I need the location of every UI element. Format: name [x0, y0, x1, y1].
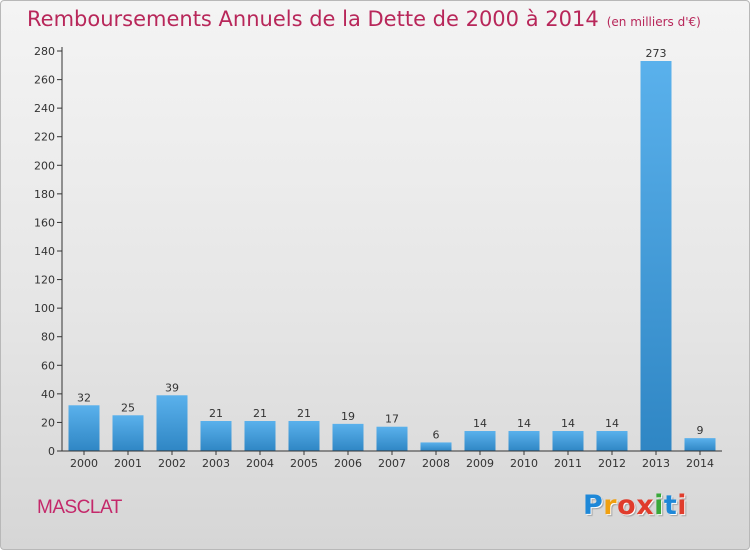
- bar-value-label: 14: [517, 417, 531, 430]
- axes: [61, 47, 722, 452]
- chart-title-text: Remboursements Annuels de la Dette de 20…: [27, 7, 599, 31]
- bar-2011: [552, 431, 584, 451]
- logo-letter: r: [603, 490, 618, 521]
- logo-letter: x: [636, 490, 655, 521]
- x-tick-label: 2008: [422, 457, 450, 470]
- y-tick-label: 20: [41, 416, 55, 429]
- bar-2002: [156, 395, 188, 451]
- y-tick-label: 40: [41, 388, 55, 401]
- bar-value-label: 25: [121, 401, 135, 414]
- y-axis-ticks: 0 20 40 60 80 100 120 140 160 180 200 220 240 260 280: [34, 45, 62, 458]
- chart-title: Remboursements Annuels de la Dette de 20…: [27, 7, 701, 31]
- bar-2001: [112, 415, 144, 451]
- proxiti-logo: Proxiti: [583, 490, 687, 521]
- y-tick-label: 180: [34, 188, 55, 201]
- y-tick-label: 160: [34, 216, 55, 229]
- x-tick-label: 2006: [334, 457, 362, 470]
- logo-letter: o: [617, 490, 637, 521]
- bar-2012: [596, 431, 628, 451]
- x-tick-label: 2007: [378, 457, 406, 470]
- bar-value-label: 21: [253, 407, 267, 420]
- bar-value-label: 17: [385, 413, 399, 426]
- bar-2010: [508, 431, 540, 451]
- logo-letter: t: [663, 490, 678, 521]
- logo-letter: i: [654, 490, 664, 521]
- bar-2004: [244, 421, 276, 451]
- y-tick-label: 200: [34, 159, 55, 172]
- bar-value-label: 14: [473, 417, 487, 430]
- x-tick-label: 2010: [510, 457, 538, 470]
- bar-value-label: 9: [697, 424, 704, 437]
- x-tick-label: 2011: [554, 457, 582, 470]
- bar-2014: [684, 438, 716, 451]
- bar-chart: 020406080100120140160180200220240260280 …: [34, 45, 722, 470]
- x-tick-label: 2002: [158, 457, 186, 470]
- y-tick-label: 60: [41, 359, 55, 372]
- x-tick-label: 2001: [114, 457, 142, 470]
- bar-2005: [288, 421, 320, 451]
- y-tick-label: 120: [34, 274, 55, 287]
- commune-name: MASCLAT: [37, 497, 122, 518]
- x-tick-label: 2004: [246, 457, 274, 470]
- bar-2003: [200, 421, 232, 451]
- y-tick-label: 260: [34, 74, 55, 87]
- bar-value-label: 6: [433, 428, 440, 441]
- bar-2000: [68, 405, 100, 451]
- logo-letter: i: [677, 490, 688, 521]
- y-tick-label: 240: [34, 102, 55, 115]
- x-tick-label: 2005: [290, 457, 318, 470]
- bar-value-label: 14: [561, 417, 575, 430]
- bar-value-label: 21: [297, 407, 311, 420]
- y-tick-label: 80: [41, 331, 55, 344]
- y-tick-label: 0: [48, 445, 55, 458]
- bar-value-label: 273: [646, 47, 667, 60]
- x-tick-label: 2009: [466, 457, 494, 470]
- y-tick-label: 280: [34, 45, 55, 58]
- y-tick-label: 100: [34, 302, 55, 315]
- x-axis-labels: 2000 2001 2002 2003 2004 2005 2006 2007 2008 2009…: [70, 451, 714, 470]
- chart-unit-label: (en milliers d'€): [606, 15, 701, 29]
- x-tick-label: 2014: [686, 457, 714, 470]
- x-tick-label: 2013: [642, 457, 670, 470]
- logo-letter: P: [583, 490, 604, 521]
- x-tick-label: 2003: [202, 457, 230, 470]
- bar-value-label: 32: [77, 391, 91, 404]
- bar-2013: [640, 61, 672, 451]
- bar-value-label: 39: [165, 381, 179, 394]
- bar-value-label: 19: [341, 410, 355, 423]
- x-tick-label: 2012: [598, 457, 626, 470]
- bars: 32 25 39 21 21 21 19 17 6 14 14 14 14 273 9: [68, 47, 716, 451]
- y-tick-label: 220: [34, 131, 55, 144]
- bar-2007: [376, 426, 408, 451]
- x-tick-label: 2000: [70, 457, 98, 470]
- y-tick-label: 140: [34, 245, 55, 258]
- bar-2008: [420, 442, 452, 451]
- bar-2009: [464, 431, 496, 451]
- bar-2006: [332, 423, 364, 451]
- bar-value-label: 21: [209, 407, 223, 420]
- bar-value-label: 14: [605, 417, 619, 430]
